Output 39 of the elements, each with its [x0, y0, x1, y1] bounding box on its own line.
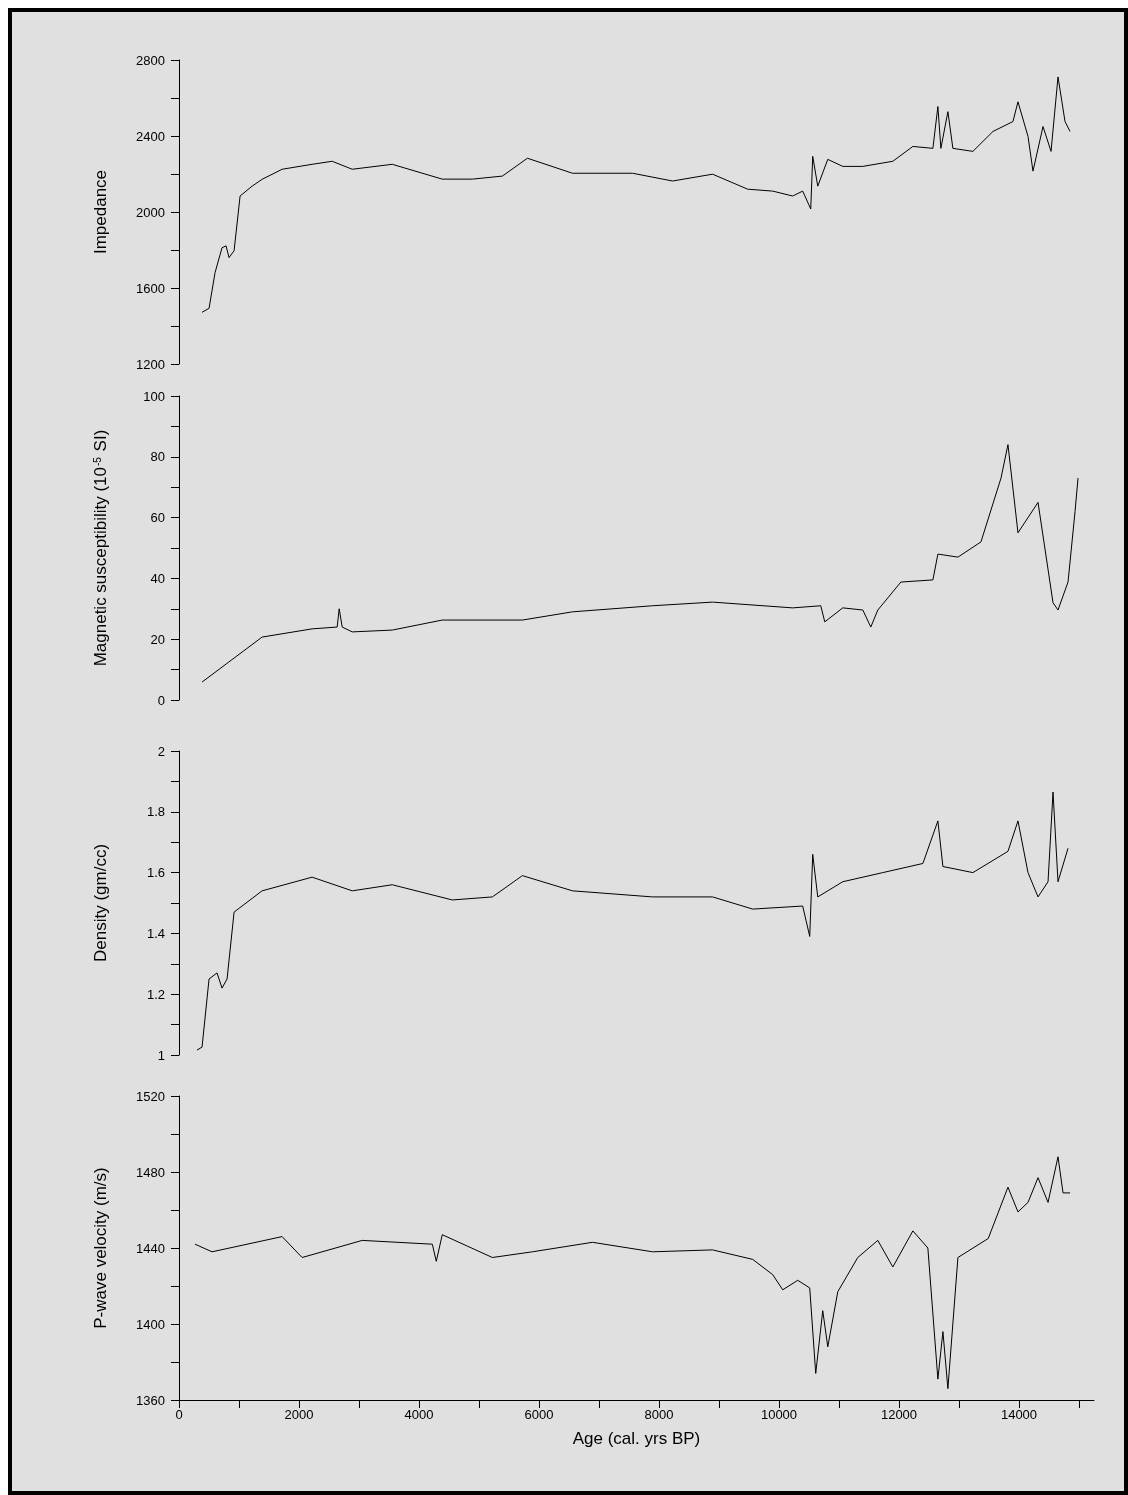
- line-series: [201, 444, 1079, 683]
- y-tick-label: 2400: [136, 128, 165, 144]
- x-tick-label: 8000: [644, 1407, 674, 1422]
- line-series: [194, 1156, 1071, 1390]
- y-tick-label: 2: [157, 743, 165, 759]
- y-tick-label: 40: [150, 570, 165, 586]
- y-tick-label: 1600: [136, 280, 165, 296]
- y-tick-label: 80: [150, 449, 165, 465]
- y-axis-title: P-wave velocity (m/s): [91, 1167, 110, 1329]
- y-tick-label: 1520: [136, 1088, 165, 1104]
- y-tick-label: 1440: [136, 1240, 165, 1256]
- line-series: [196, 791, 1069, 1051]
- x-tick-label: 10000: [760, 1407, 798, 1422]
- y-tick-label: 1.2: [146, 986, 165, 1002]
- y-axis-title: Density (gm/cc): [91, 843, 110, 963]
- x-tick-label: 6000: [524, 1407, 554, 1422]
- y-tick-label: 2000: [136, 204, 165, 220]
- y-tick-label: 1.8: [146, 804, 165, 820]
- y-tick-label: 20: [150, 631, 165, 647]
- line-series: [201, 76, 1071, 313]
- x-tick-label: 0: [175, 1407, 183, 1422]
- y-tick-label: 60: [150, 510, 165, 526]
- x-tick-label: 4000: [404, 1407, 434, 1422]
- y-tick-label: 0: [157, 692, 165, 708]
- x-axis-title: Age (cal. yrs BP): [572, 1429, 701, 1448]
- y-tick-label: 2800: [136, 52, 165, 68]
- y-tick-label: 1480: [136, 1164, 165, 1180]
- y-tick-label: 100: [143, 388, 165, 404]
- x-tick-label: 2000: [284, 1407, 314, 1422]
- y-tick-label: 1.4: [146, 925, 165, 941]
- y-tick-label: 1: [157, 1047, 165, 1063]
- x-tick-label: 12000: [880, 1407, 918, 1422]
- x-tick-label: 14000: [1000, 1407, 1038, 1422]
- y-axis-title: Impedance: [91, 169, 110, 255]
- y-axis-title: Magnetic susceptibility (10-5 SI): [91, 429, 110, 667]
- y-tick-label: 1400: [136, 1316, 165, 1332]
- y-tick-label: 1360: [136, 1392, 165, 1408]
- y-tick-label: 1200: [136, 356, 165, 372]
- y-tick-label: 1.6: [146, 865, 165, 881]
